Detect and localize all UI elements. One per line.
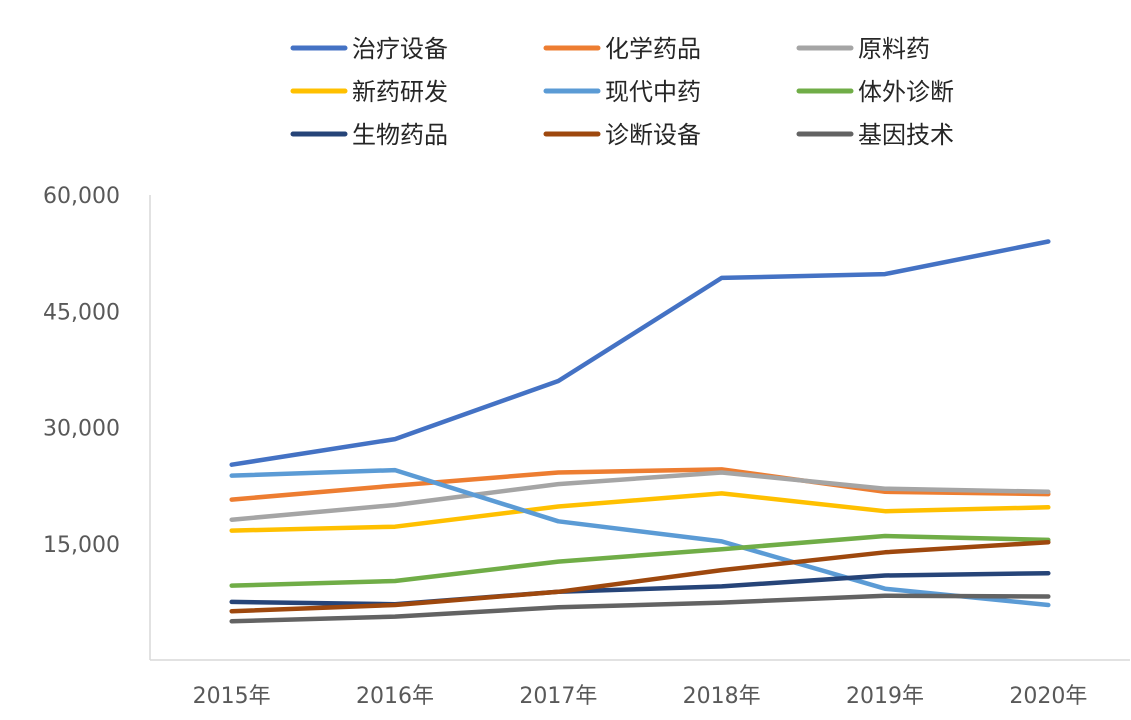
series-line-6 (229, 533, 1051, 588)
legend-label: 生物药品 (352, 121, 448, 149)
legend-label: 原料药 (858, 35, 930, 63)
y-tick-labels: 15,000 30,000 45,000 60,000 (43, 184, 120, 558)
x-tick-label: 2019年 (846, 684, 924, 709)
legend-label: 基因技术 (858, 121, 954, 149)
series-line-1 (229, 239, 1051, 467)
legend-label: 体外诊断 (858, 78, 954, 106)
y-tick-label: 60,000 (43, 184, 120, 209)
series-line-3 (229, 470, 1051, 522)
legend-label: 新药研发 (352, 78, 448, 106)
legend-label: 化学药品 (605, 35, 701, 63)
series-line-9 (229, 593, 1051, 624)
x-tick-label: 2020年 (1009, 684, 1087, 709)
x-tick-label: 2015年 (193, 684, 271, 709)
legend-label: 现代中药 (605, 78, 701, 106)
y-tick-label: 30,000 (43, 417, 120, 442)
x-tick-label: 2018年 (683, 684, 761, 709)
series-line-2 (229, 467, 1051, 502)
series-line-4 (229, 491, 1051, 533)
series-line-7 (229, 570, 1051, 607)
x-tick-labels: 2015年 2016年 2017年 2018年 2019年 2020年 (193, 684, 1088, 709)
y-tick-label: 15,000 (43, 533, 120, 558)
legend-label: 治疗设备 (352, 35, 448, 63)
series-line-5 (229, 467, 1051, 608)
series-line-8 (229, 539, 1051, 614)
series-lines (229, 239, 1051, 624)
x-tick-label: 2017年 (519, 684, 597, 709)
x-tick-label: 2016年 (356, 684, 434, 709)
y-tick-label: 45,000 (43, 300, 120, 325)
axes (149, 195, 1130, 661)
legend-label: 诊断设备 (605, 121, 701, 149)
